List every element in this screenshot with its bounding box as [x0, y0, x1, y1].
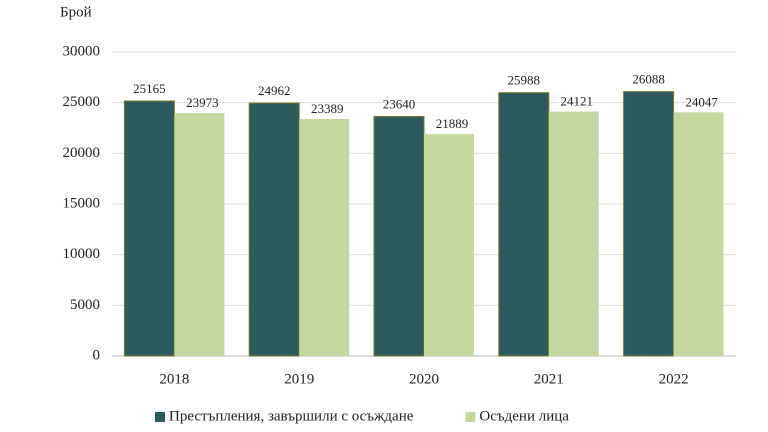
- legend-label: Престъпления, завършили с осъждане: [169, 408, 414, 424]
- value-label: 25988: [508, 73, 541, 88]
- y-tick-label: 25000: [63, 94, 101, 110]
- y-tick-label: 10000: [63, 246, 101, 262]
- value-label: 24047: [685, 94, 718, 109]
- legend-swatch: [155, 412, 165, 422]
- bar: [623, 91, 675, 357]
- bar: [373, 115, 425, 357]
- y-tick-label: 5000: [70, 297, 100, 313]
- value-label: 23973: [186, 95, 219, 110]
- value-label: 24962: [258, 83, 291, 98]
- x-tick-label: 2019: [284, 371, 314, 387]
- bar: [498, 92, 550, 357]
- legend-swatch: [465, 412, 476, 422]
- value-label: 25165: [133, 81, 166, 96]
- y-tick-label: 20000: [63, 145, 101, 161]
- y-tick-label: 30000: [63, 43, 101, 59]
- value-label: 24121: [561, 94, 594, 109]
- y-axis-label: Брой: [60, 4, 92, 20]
- bar: [123, 100, 175, 357]
- x-tick-label: 2021: [534, 371, 564, 387]
- legend-label: Осъдени лица: [479, 408, 569, 424]
- value-label: 26088: [632, 72, 665, 87]
- x-tick-label: 2018: [159, 371, 189, 387]
- y-tick-label: 0: [93, 347, 101, 363]
- y-tick-label: 15000: [63, 195, 101, 211]
- bar: [673, 112, 724, 356]
- value-label: 21889: [436, 116, 469, 131]
- bar: [424, 134, 474, 356]
- bar: [174, 113, 225, 356]
- bar: [248, 102, 300, 357]
- value-label: 23640: [383, 96, 416, 111]
- x-tick-label: 2022: [659, 371, 689, 387]
- bar: [548, 111, 599, 356]
- bar: [299, 118, 350, 356]
- value-label: 23389: [311, 101, 344, 116]
- x-tick-label: 2020: [409, 371, 439, 387]
